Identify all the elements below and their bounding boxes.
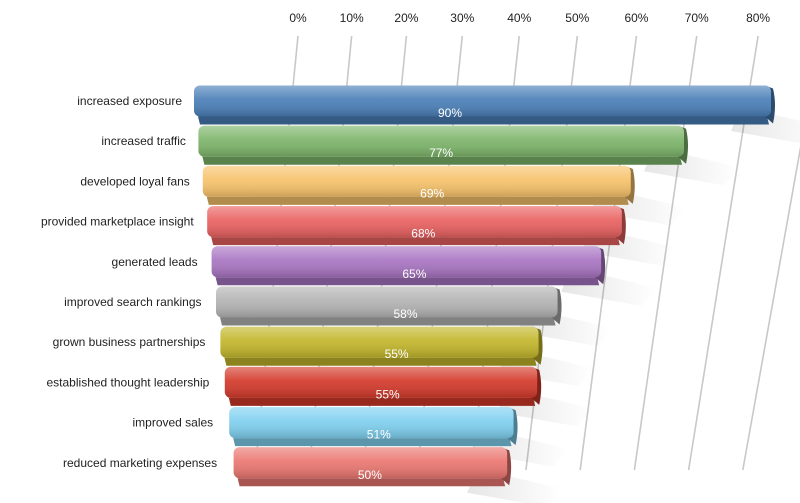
x-tick-label: 80% — [746, 11, 770, 25]
category-label: increased exposure — [77, 94, 182, 108]
bar-bottom-face — [215, 277, 600, 286]
bars: 50% 51% 55% 55% 58% 65% 68% 69% 77% 90% — [194, 85, 775, 487]
bar-improved-sales: 51% — [229, 407, 518, 447]
category-label: provided marketplace insight — [41, 215, 194, 229]
bar-increased-traffic: 77% — [198, 125, 689, 165]
x-tick-label: 70% — [685, 11, 709, 25]
data-label: 50% — [358, 468, 382, 482]
bar-grown-business-partnerships: 55% — [220, 326, 543, 366]
bar-increased-exposure: 90% — [194, 85, 775, 125]
data-label: 69% — [420, 186, 444, 200]
data-label: 58% — [393, 307, 417, 321]
gridline — [742, 146, 800, 471]
data-label: 55% — [385, 347, 409, 361]
bar-provided-marketplace-insight: 68% — [207, 206, 626, 246]
bar-gloss — [216, 286, 558, 318]
x-axis-ticks: 0%10%20%30%40%50%60%70%80%90% — [289, 11, 770, 25]
bar-gloss — [194, 85, 771, 117]
x-tick-label: 20% — [394, 11, 418, 25]
category-label: established thought leadership — [47, 375, 210, 389]
category-label: developed loyal fans — [80, 174, 189, 188]
x-tick-label: 0% — [289, 11, 307, 25]
category-label: grown business partnerships — [53, 335, 206, 349]
category-label: improved sales — [132, 416, 213, 430]
bar-gloss — [233, 447, 508, 479]
x-tick-label: 60% — [624, 11, 648, 25]
data-label: 65% — [402, 267, 426, 281]
bar-bottom-face — [228, 397, 536, 406]
data-label: 51% — [367, 428, 391, 442]
bar-generated-leads: 65% — [211, 246, 606, 286]
bar-gloss — [207, 206, 622, 238]
x-tick-label: 40% — [507, 11, 531, 25]
bar-gloss — [202, 165, 631, 197]
bar-gloss — [220, 326, 539, 358]
bar-gloss — [224, 366, 538, 398]
category-labels: increased exposure increased traffic devel… — [41, 94, 217, 470]
bar-bottom-face — [211, 237, 620, 246]
x-tick-label: 30% — [450, 11, 474, 25]
data-label: 77% — [429, 146, 453, 160]
data-label: 55% — [376, 387, 400, 401]
bar-bottom-face — [198, 116, 769, 125]
category-label: increased traffic — [101, 134, 186, 148]
category-label: generated leads — [112, 255, 198, 269]
bar-established-thought-leadership: 55% — [224, 366, 542, 406]
bar-bottom-face — [224, 357, 537, 366]
category-label: reduced marketing expenses — [63, 456, 217, 470]
bar-bottom-face — [202, 156, 683, 165]
bar-gloss — [211, 246, 602, 278]
bar-bottom-face — [233, 438, 512, 447]
bar-improved-search-rankings: 58% — [216, 286, 562, 326]
bar-gloss — [229, 407, 514, 439]
bar-gloss — [198, 125, 685, 157]
bar-bottom-face — [206, 196, 629, 205]
x-tick-label: 50% — [565, 11, 589, 25]
bar-bottom-face — [237, 478, 506, 487]
category-label: improved search rankings — [64, 295, 201, 309]
bar-developed-loyal-fans: 69% — [202, 165, 635, 205]
data-label: 68% — [411, 227, 435, 241]
x-tick-label: 10% — [340, 11, 364, 25]
data-label: 90% — [438, 106, 462, 120]
bar-reduced-marketing-expenses: 50% — [233, 447, 512, 487]
bar-bottom-face — [220, 317, 556, 326]
